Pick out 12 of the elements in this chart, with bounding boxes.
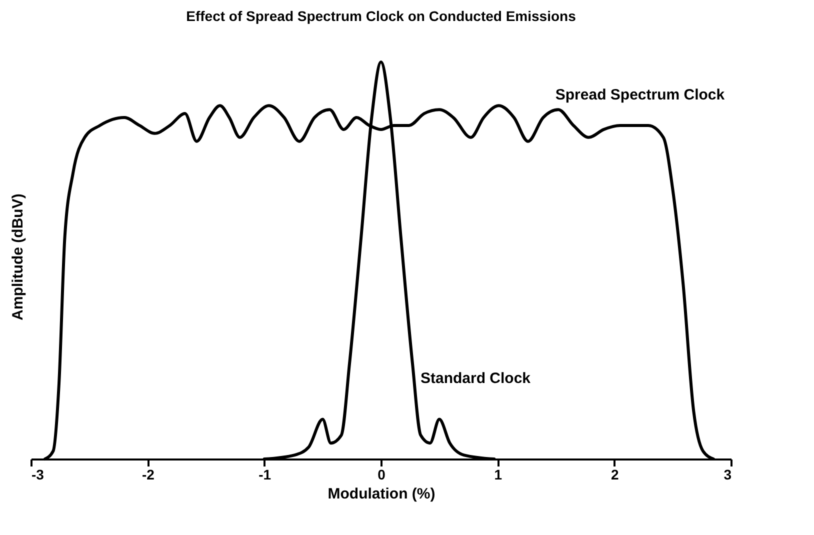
x-tick-label: 1 (494, 466, 502, 482)
x-tick-label: 3 (724, 466, 732, 482)
chart-title: Effect of Spread Spectrum Clock on Conducted Emissions (186, 8, 576, 24)
y-axis-title: Amplitude (dBuV) (10, 194, 26, 320)
x-tick-label: 2 (610, 466, 619, 482)
series-label: Spread Spectrum Clock (555, 86, 726, 104)
x-axis-title: Modulation (%) (328, 486, 436, 502)
series-label: Standard Clock (420, 370, 532, 387)
x-tick-label: -1 (258, 466, 272, 482)
x-tick-label: 0 (378, 466, 386, 482)
x-tick-label: -2 (142, 466, 155, 482)
x-tick-label: -3 (32, 466, 44, 482)
